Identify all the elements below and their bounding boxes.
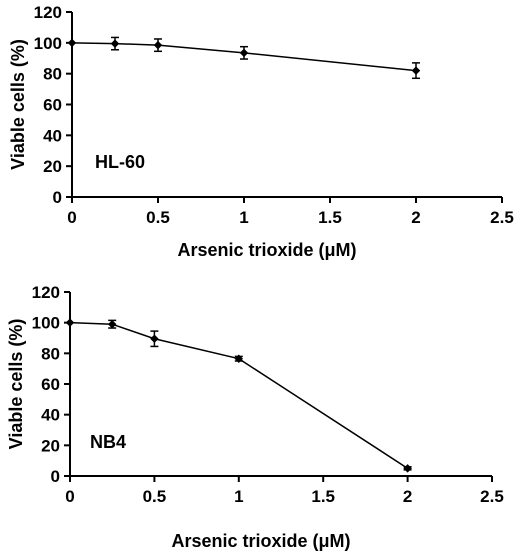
data-point: [403, 464, 412, 473]
y-tick-label: 60: [43, 96, 62, 115]
x-tick-label: 1: [239, 208, 248, 227]
data-point: [110, 39, 120, 48]
panel-label: NB4: [90, 432, 126, 452]
x-axis-title: Arsenic trioxide (μM): [171, 531, 350, 551]
data-point: [234, 354, 244, 363]
y-tick-label: 100: [34, 34, 62, 53]
y-tick-label: 20: [41, 436, 60, 455]
x-tick-label: 0: [65, 487, 74, 506]
x-tick-label: 1: [234, 487, 243, 506]
data-point: [150, 334, 159, 344]
x-tick-label: 2.5: [480, 487, 504, 506]
chart-hl60: 0 20 40 60 80 100 120 0 0.5 1 1.5 2 2.5 Viable cells …: [8, 3, 514, 260]
y-tick-label: 0: [53, 188, 62, 207]
x-tick-label: 1.5: [318, 208, 342, 227]
y-axis-title: Viable cells (%): [6, 319, 26, 450]
data-point: [107, 319, 117, 329]
panel-label: HL-60: [95, 152, 145, 172]
y-tick-label: 100: [32, 314, 60, 333]
y-tick-label: 40: [43, 126, 62, 145]
data-point: [67, 38, 77, 48]
x-tick-label: 0: [67, 208, 76, 227]
x-tick-label: 1.5: [311, 487, 335, 506]
x-tick-label: 2: [403, 487, 412, 506]
y-tick-label: 40: [41, 406, 60, 425]
y-tick-label: 120: [34, 3, 62, 22]
x-tick-label: 0.5: [146, 208, 170, 227]
x-tick-label: 2.5: [490, 208, 514, 227]
y-tick-label: 0: [51, 467, 60, 486]
y-axis-title: Viable cells (%): [8, 39, 28, 170]
chart-nb4: 0 20 40 60 80 100 120 0 0.5 1 1.5 2 2.5 Viable cells …: [6, 283, 504, 551]
x-tick-label: 0.5: [143, 487, 167, 506]
data-point: [411, 66, 421, 75]
y-tick-label: 60: [41, 375, 60, 394]
y-tick-label: 80: [43, 65, 62, 84]
x-tick-label: 2: [411, 208, 420, 227]
data-point: [153, 40, 163, 50]
y-tick-label: 20: [43, 157, 62, 176]
y-tick-label: 80: [41, 344, 60, 363]
y-tick-label: 120: [32, 283, 60, 302]
x-axis-title: Arsenic trioxide (μM): [177, 240, 356, 260]
data-point: [239, 48, 249, 58]
data-point: [65, 318, 75, 327]
